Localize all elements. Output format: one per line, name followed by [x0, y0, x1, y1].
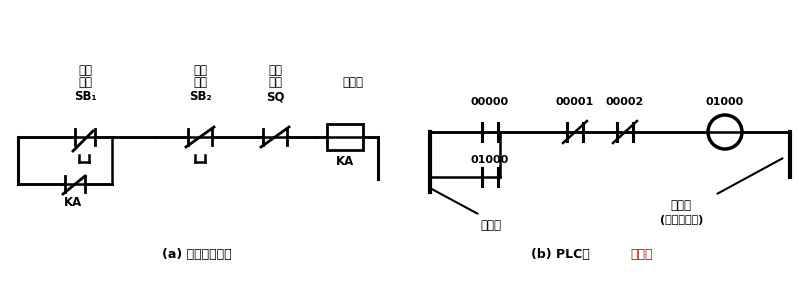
Text: 右母线: 右母线	[670, 199, 691, 212]
Text: 开关: 开关	[268, 76, 282, 89]
Text: SB₂: SB₂	[189, 90, 211, 103]
Text: (b) PLC的: (b) PLC的	[531, 248, 590, 260]
Text: 01000: 01000	[706, 97, 744, 107]
Text: 继电器: 继电器	[343, 76, 364, 89]
Text: (通常可省略): (通常可省略)	[660, 215, 703, 225]
Text: 梯形图: 梯形图	[630, 248, 653, 260]
Bar	[327, 124, 363, 150]
Text: KA: KA	[336, 155, 354, 168]
Text: 00002: 00002	[606, 97, 644, 107]
Text: 00000: 00000	[471, 97, 509, 107]
Text: 左母线: 左母线	[480, 219, 501, 232]
Text: 限位: 限位	[268, 64, 282, 77]
Text: 启动: 启动	[78, 64, 92, 77]
Text: KA: KA	[64, 196, 82, 209]
Text: SB₁: SB₁	[74, 90, 97, 103]
Text: (a) 继电器控制图: (a) 继电器控制图	[162, 248, 232, 260]
Text: 按鈕: 按鈕	[78, 76, 92, 89]
Text: 按鈕: 按鈕	[193, 76, 207, 89]
Text: 01000: 01000	[471, 155, 509, 165]
Text: 00001: 00001	[556, 97, 594, 107]
Text: 停止: 停止	[193, 64, 207, 77]
Text: SQ: SQ	[266, 90, 284, 103]
